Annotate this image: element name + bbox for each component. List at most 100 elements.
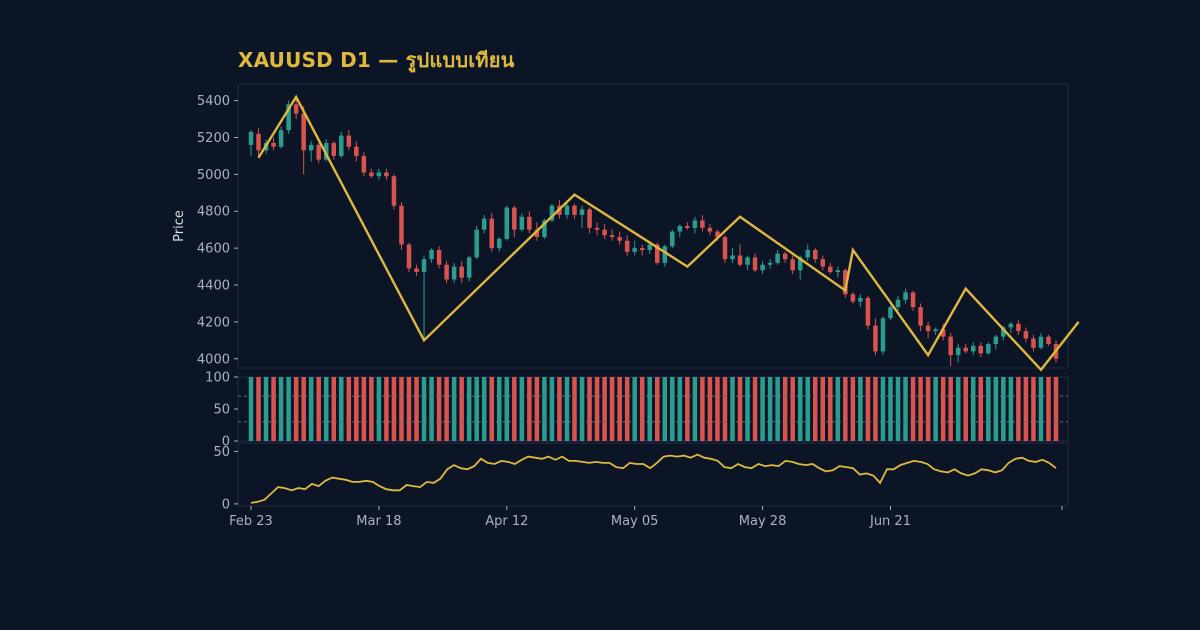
candle-body xyxy=(339,135,344,156)
oscillator-bar xyxy=(248,377,254,441)
candle-body xyxy=(918,307,923,326)
oscillator-bar xyxy=(835,377,841,441)
oscillator-bar xyxy=(323,377,329,441)
candle-body xyxy=(865,297,871,326)
oscillator-bar xyxy=(474,377,479,441)
oscillator-bar xyxy=(339,377,344,441)
candle-body xyxy=(497,238,502,249)
price-tick-label: 5000 xyxy=(197,168,230,183)
price-tick-label: 5200 xyxy=(197,131,230,146)
oscillator-bar xyxy=(655,377,660,441)
candle-body xyxy=(481,218,487,230)
oscillator-bar xyxy=(624,377,630,441)
price-tick-label: 4000 xyxy=(197,352,230,367)
x-tick-label: May 28 xyxy=(739,514,787,529)
oscillator-bar xyxy=(331,377,337,441)
price-tick-label: 4800 xyxy=(197,205,230,220)
candle-body xyxy=(414,268,419,273)
x-tick-label: Feb 23 xyxy=(229,514,273,529)
line-panel-tick-label: 0 xyxy=(222,497,230,512)
oscillator-bar xyxy=(617,377,622,441)
oscillator-bar xyxy=(632,377,637,441)
candle-body xyxy=(933,329,938,332)
candle-body xyxy=(925,325,931,332)
oscillator-bar xyxy=(933,377,938,441)
oscillator-bar xyxy=(1038,377,1044,441)
oscillator-bar xyxy=(865,377,871,441)
candle-body xyxy=(752,257,758,271)
candle-body xyxy=(354,146,359,156)
candle-body xyxy=(880,318,886,352)
oscillator-bar xyxy=(737,377,743,441)
candle-body xyxy=(466,257,472,278)
oscillator-bar xyxy=(670,377,675,441)
oscillator-bar xyxy=(497,377,502,441)
oscillator-bar xyxy=(587,377,592,441)
price-tick-label: 5400 xyxy=(197,94,230,109)
candle-body xyxy=(451,266,457,280)
candle-body xyxy=(1046,336,1051,345)
oscillator-bar xyxy=(722,377,728,441)
x-tick-label: Mar 18 xyxy=(356,514,401,529)
oscillator-bar xyxy=(512,377,517,441)
candle-body xyxy=(1023,331,1029,339)
candle-body xyxy=(399,205,404,245)
candle-body xyxy=(256,133,261,151)
oscillator-bar xyxy=(1016,377,1021,441)
candle-body xyxy=(278,130,284,147)
candle-body xyxy=(534,229,540,238)
candle-body xyxy=(707,227,713,232)
oscillator-bar xyxy=(1046,377,1051,441)
price-panel-frame xyxy=(237,83,1069,369)
candle-body xyxy=(474,229,479,258)
candle-body xyxy=(1001,327,1006,337)
oscillator-bar xyxy=(579,377,585,441)
candle-body xyxy=(828,266,833,273)
x-tick-label: May 05 xyxy=(611,514,659,529)
candle-body xyxy=(1038,336,1044,348)
candle-body xyxy=(820,259,826,267)
oscillator-bar xyxy=(986,377,991,441)
candle-body xyxy=(421,259,427,273)
candle-body xyxy=(910,292,916,308)
candle-body xyxy=(293,104,299,114)
oscillator-bar xyxy=(1053,377,1059,441)
candle-body xyxy=(323,143,329,160)
candle-body xyxy=(624,240,630,252)
oscillator-bar xyxy=(1023,377,1029,441)
oscillator-bar xyxy=(760,377,765,441)
candle-body xyxy=(489,218,495,249)
oscillator-tick-label: 50 xyxy=(213,403,230,418)
oscillator-bar xyxy=(594,377,600,441)
oscillator-bar xyxy=(700,377,705,441)
candle-body xyxy=(301,113,306,151)
oscillator-bar xyxy=(1001,377,1006,441)
oscillator-bar xyxy=(602,377,607,441)
candle-body xyxy=(271,143,276,147)
candle-body xyxy=(1016,323,1021,332)
oscillator-bar xyxy=(301,377,306,441)
oscillator-bar xyxy=(812,377,818,441)
oscillator-bar xyxy=(399,377,404,441)
candle-body xyxy=(346,135,352,147)
candle-body xyxy=(429,249,434,260)
oscillator-bar xyxy=(662,377,668,441)
oscillator-bar xyxy=(542,377,547,441)
oscillator-bar xyxy=(429,377,434,441)
candle-body xyxy=(579,209,585,215)
candle-body xyxy=(978,345,984,354)
candle-body xyxy=(459,266,464,278)
candle-body xyxy=(760,264,765,271)
candle-body xyxy=(730,255,735,260)
oscillator-bar xyxy=(1031,377,1036,441)
oscillator-bar xyxy=(451,377,457,441)
candle-body xyxy=(805,249,810,258)
oscillator-bar xyxy=(534,377,540,441)
candle-body xyxy=(331,143,337,156)
oscillator-bar xyxy=(256,377,261,441)
candle-body xyxy=(519,216,525,230)
candle-body xyxy=(858,297,863,302)
oscillator-bar xyxy=(790,377,795,441)
oscillator-bar xyxy=(895,377,901,441)
oscillator-bar xyxy=(677,377,683,441)
